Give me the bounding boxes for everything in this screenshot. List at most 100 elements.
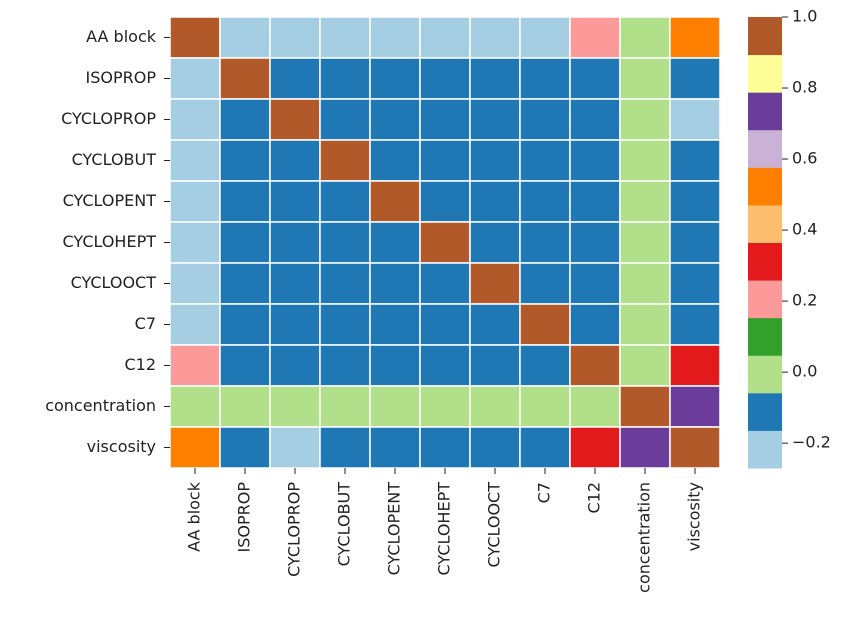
heatmap-cell (619, 303, 671, 346)
colorbar-tick-label: 0.8 (792, 78, 817, 97)
heatmap-cell (269, 426, 321, 469)
heatmap-cell (369, 262, 421, 305)
heatmap-cell (319, 262, 371, 305)
y-tick-label: ISOPROP (86, 68, 157, 87)
heatmap-cell (419, 180, 471, 223)
y-tick-label: CYCLOHEPT (63, 232, 157, 251)
colorbar-tick-label: 0.2 (792, 291, 817, 310)
y-tick-label: C7 (135, 314, 156, 333)
heatmap-cell (569, 16, 621, 59)
heatmap-cell (269, 57, 321, 100)
heatmap-cell (319, 426, 371, 469)
heatmap-cell (219, 426, 271, 469)
colorbar-tick-label: 0.0 (792, 362, 817, 381)
heatmap-cell (219, 385, 271, 428)
colorbar-segment (748, 167, 782, 206)
colorbar-segment (748, 129, 782, 168)
heatmap-cell (419, 139, 471, 182)
colorbar-tick-label: 0.4 (792, 220, 817, 239)
heatmap-cell (669, 139, 721, 182)
heatmap-cell (319, 180, 371, 223)
heatmap-cell (319, 303, 371, 346)
colorbar-segment (748, 204, 782, 243)
heatmap-cell (569, 426, 621, 469)
x-tick-label: ISOPROP (235, 482, 254, 553)
x-tick-label: C7 (535, 482, 554, 503)
x-tick-label: AA block (185, 481, 204, 552)
heatmap-cell (169, 344, 221, 387)
heatmap-cell (469, 139, 521, 182)
heatmap-cell (669, 180, 721, 223)
heatmap-cell (419, 303, 471, 346)
heatmap-cell (619, 385, 671, 428)
heatmap-cell (369, 57, 421, 100)
colorbar-segment (748, 280, 782, 319)
heatmap-cell (219, 180, 271, 223)
heatmap-cell (619, 426, 671, 469)
y-tick-label: AA block (86, 27, 157, 46)
heatmap-cell (219, 344, 271, 387)
heatmap-cell (419, 57, 471, 100)
heatmap-cell (619, 262, 671, 305)
heatmap-cell (269, 139, 321, 182)
heatmap-cell (569, 98, 621, 141)
heatmap-cell (269, 344, 321, 387)
heatmap-cell (369, 221, 421, 264)
heatmap-cell (219, 262, 271, 305)
heatmap-cell (469, 385, 521, 428)
colorbar-tick-label: −0.2 (792, 433, 831, 452)
colorbar-segment (748, 392, 782, 431)
heatmap-cell (519, 303, 571, 346)
x-tick-label: CYCLOBUT (335, 482, 354, 567)
heatmap-cell (219, 16, 271, 59)
heatmap-cell (619, 221, 671, 264)
x-tick-label: CYCLOHEPT (435, 482, 454, 576)
heatmap-cell (169, 426, 221, 469)
heatmap-cell (669, 385, 721, 428)
heatmap-cell (219, 221, 271, 264)
x-tick-label: CYCLOPROP (285, 482, 304, 577)
heatmap-cell (469, 57, 521, 100)
colorbar-segment (748, 355, 782, 394)
heatmap-cell (219, 57, 271, 100)
x-tick-label: CYCLOOCT (485, 482, 504, 568)
heatmap-cell (419, 221, 471, 264)
heatmap-cell (619, 57, 671, 100)
heatmap-cell (419, 98, 471, 141)
colorbar-segment (748, 92, 782, 131)
colorbar-segment (748, 242, 782, 281)
heatmap-cell (169, 16, 221, 59)
heatmap-cell (469, 262, 521, 305)
y-tick-label: C12 (124, 355, 156, 374)
heatmap-cell (219, 139, 271, 182)
heatmap-cell (469, 221, 521, 264)
heatmap-cell (319, 16, 371, 59)
heatmap-cell (619, 139, 671, 182)
y-tick-label: concentration (45, 396, 156, 415)
heatmap-cell (419, 344, 471, 387)
heatmap-cell (169, 98, 221, 141)
heatmap-cell (519, 385, 571, 428)
x-tick-label: concentration (635, 482, 654, 593)
heatmap-cell (169, 385, 221, 428)
heatmap-cell (569, 139, 621, 182)
heatmap-cell (219, 98, 271, 141)
heatmap-cell (569, 344, 621, 387)
heatmap-cell (569, 221, 621, 264)
heatmap-cell (269, 385, 321, 428)
heatmap-cell (369, 303, 421, 346)
heatmap-cell (669, 426, 721, 469)
heatmap-cell (669, 262, 721, 305)
heatmap-cell (669, 303, 721, 346)
heatmap-cell (469, 180, 521, 223)
heatmap-cell (319, 221, 371, 264)
heatmap-cell (519, 344, 571, 387)
heatmap-cell (369, 139, 421, 182)
heatmap-cell (269, 16, 321, 59)
heatmap-cell (269, 262, 321, 305)
heatmap-cell (519, 57, 571, 100)
colorbar-segment (748, 54, 782, 93)
heatmap-cell (569, 180, 621, 223)
heatmap-cell (419, 385, 471, 428)
heatmap-cell (619, 98, 671, 141)
